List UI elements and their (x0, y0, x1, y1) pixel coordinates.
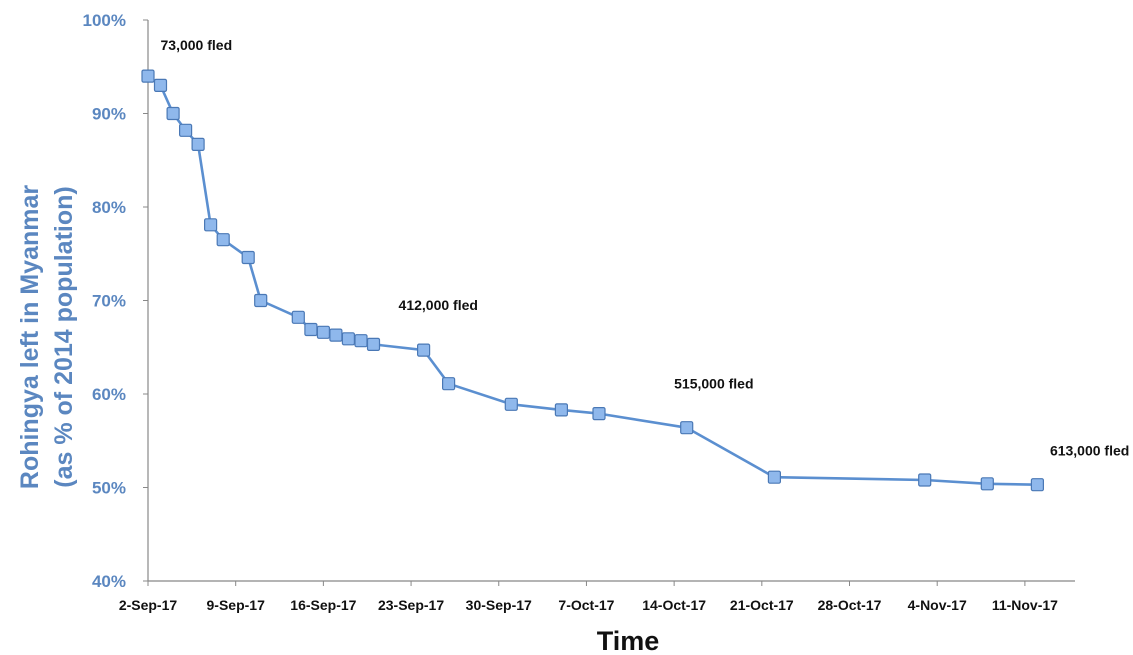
data-point-marker (141, 69, 155, 83)
data-point-marker (216, 233, 230, 247)
y-tick-label: 80% (92, 198, 126, 217)
data-point-marker (191, 137, 205, 151)
x-tick-label: 30-Sep-17 (466, 597, 532, 613)
x-tick-label: 16-Sep-17 (290, 597, 356, 613)
annotation-label: 412,000 fled (399, 297, 478, 313)
y-tick-label: 50% (92, 479, 126, 498)
data-point-marker (291, 310, 305, 324)
data-point-marker (204, 218, 218, 232)
y-tick-label: 90% (92, 105, 126, 124)
x-tick-label: 2-Sep-17 (119, 597, 178, 613)
y-axis-title: Rohingya left in Myanmar (as % of 2014 p… (16, 185, 78, 489)
data-point-marker (166, 106, 180, 121)
y-tick-label: 100% (83, 11, 126, 30)
annotation-label: 73,000 fled (161, 37, 233, 53)
y-axis-title-line-2: (as % of 2014 population) (50, 186, 78, 487)
annotations: 73,000 fled 412,000 fled 515,000 fled 613,0… (161, 37, 1130, 459)
data-point-marker (417, 343, 431, 357)
x-tick-label: 7-Oct-17 (558, 597, 614, 613)
data-point-marker (254, 293, 268, 308)
series-line (147, 75, 1038, 486)
data-point-marker (241, 250, 255, 265)
x-tick-label: 28-Oct-17 (818, 597, 882, 613)
data-point-marker (918, 473, 932, 487)
annotation-label: 515,000 fled (674, 375, 753, 391)
y-tick-label: 70% (92, 292, 126, 311)
data-point-marker (304, 322, 318, 337)
data-point-marker (329, 328, 343, 342)
x-axis-title: Time (597, 626, 660, 655)
data-point-marker (680, 421, 694, 435)
data-point-marker (366, 337, 381, 351)
data-point-marker (316, 325, 330, 339)
x-tick-label: 4-Nov-17 (908, 597, 967, 613)
axes (147, 20, 1075, 582)
y-ticks: 40% 50% 60% 70% 80% 90% 100% (83, 11, 148, 591)
series-layer (141, 69, 1045, 492)
data-point-marker (442, 377, 456, 391)
data-point-marker (504, 397, 518, 411)
x-tick-label: 23-Sep-17 (378, 597, 444, 613)
x-tick-label: 9-Sep-17 (207, 597, 266, 613)
data-point-marker (554, 403, 569, 417)
x-ticks: 2-Sep-17 9-Sep-17 16-Sep-17 23-Sep-17 30-Sep… (119, 581, 1058, 613)
y-axis-title-line-1: Rohingya left in Myanmar (16, 185, 44, 489)
data-point-marker (767, 470, 782, 484)
data-point-marker (341, 332, 355, 346)
data-point-marker (179, 123, 193, 137)
annotation-label: 613,000 fled (1050, 443, 1129, 459)
data-point-marker (980, 477, 994, 491)
x-tick-label: 11-Nov-17 (992, 597, 1058, 613)
data-point-marker (1030, 478, 1045, 492)
x-tick-label: 14-Oct-17 (642, 597, 706, 613)
data-point-marker (153, 78, 168, 93)
data-point-marker (354, 334, 368, 348)
x-tick-label: 21-Oct-17 (730, 597, 794, 613)
data-point-marker (592, 407, 606, 421)
y-tick-label: 40% (92, 572, 126, 591)
y-tick-label: 60% (92, 385, 126, 404)
